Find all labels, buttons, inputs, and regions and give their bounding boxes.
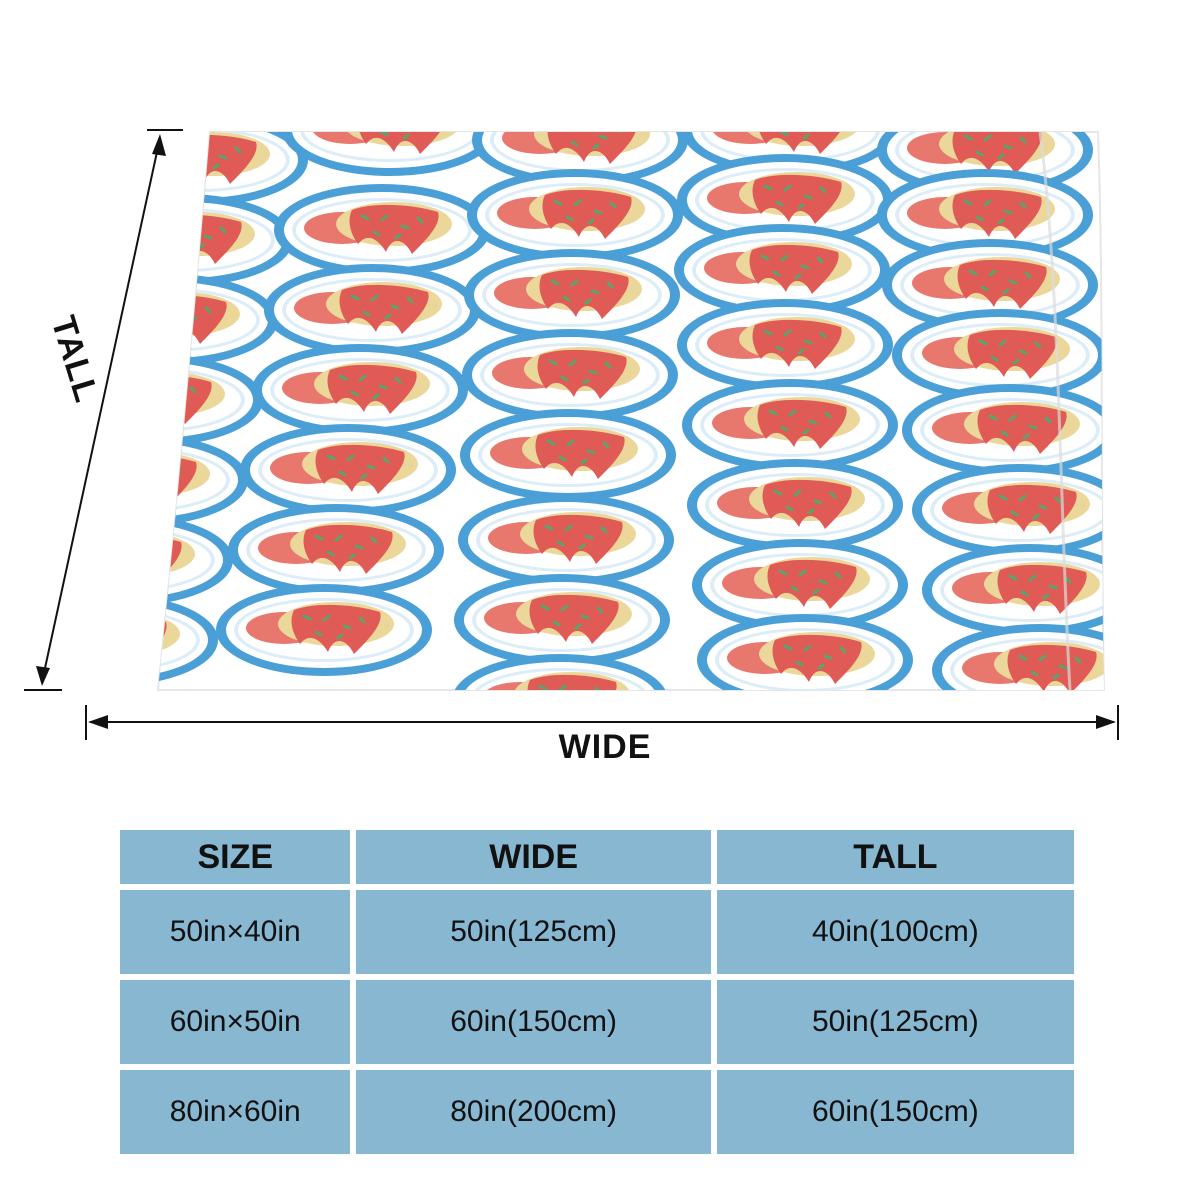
table-row: 50in×40in 50in(125cm) 40in(100cm) (120, 890, 1074, 974)
omurice-pattern (158, 132, 1104, 690)
cell-tall: 50in(125cm) (716, 980, 1074, 1064)
tall-dimension-arrow (24, 129, 183, 691)
wide-dimension-arrow (85, 705, 1119, 740)
table-row: 80in×60in 80in(200cm) 60in(150cm) (120, 1070, 1074, 1154)
cell-size: 80in×60in (120, 1070, 351, 1154)
header-wide: WIDE (356, 830, 711, 884)
wide-label: WIDE (558, 728, 652, 766)
size-chart-table: SIZE WIDE TALL 50in×40in 50in(125cm) 40i… (114, 824, 1080, 1160)
header-size: SIZE (120, 830, 351, 884)
table-header-row: SIZE WIDE TALL (120, 830, 1074, 884)
table-row: 60in×50in 60in(150cm) 50in(125cm) (120, 980, 1074, 1064)
blanket-drawing (24, 129, 1119, 740)
cell-tall: 40in(100cm) (716, 890, 1074, 974)
cell-size: 50in×40in (120, 890, 351, 974)
cell-wide: 50in(125cm) (356, 890, 711, 974)
cell-tall: 60in(150cm) (716, 1070, 1074, 1154)
header-tall: TALL (716, 830, 1074, 884)
blanket-illustration: TALL WIDE (24, 129, 1119, 766)
cell-size: 60in×50in (120, 980, 351, 1064)
cell-wide: 80in(200cm) (356, 1070, 711, 1154)
cell-wide: 60in(150cm) (356, 980, 711, 1064)
